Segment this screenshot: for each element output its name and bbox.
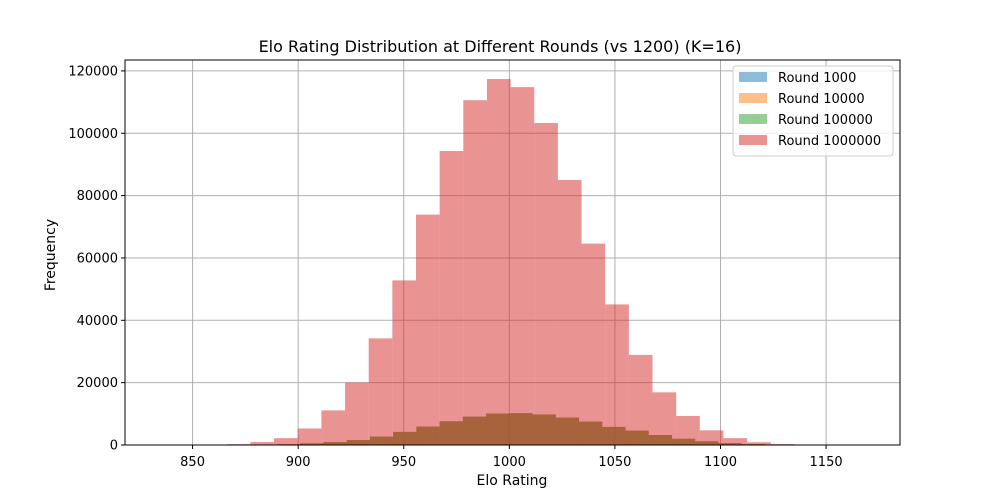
x-tick-label: 950 <box>391 455 416 470</box>
legend-swatch <box>739 72 767 82</box>
histogram-bar <box>605 304 629 445</box>
histogram-bar <box>321 410 345 445</box>
histogram-bar <box>440 151 464 445</box>
y-axis-label: Frequency <box>43 219 59 291</box>
legend-label: Round 1000 <box>778 71 856 86</box>
x-tick-label: 900 <box>286 455 311 470</box>
histogram-bar <box>416 215 440 445</box>
legend-label: Round 10000 <box>778 92 865 107</box>
histogram-bar <box>723 438 747 445</box>
y-tick-label: 60000 <box>77 251 118 266</box>
histogram-bar <box>700 430 724 445</box>
y-tick-label: 120000 <box>68 64 118 79</box>
histogram-bar <box>369 338 393 445</box>
histogram-bar <box>629 355 653 445</box>
histogram-bar <box>534 123 558 445</box>
histogram-bar <box>274 438 298 445</box>
x-tick-label: 1100 <box>704 455 737 470</box>
x-tick-label: 1050 <box>598 455 631 470</box>
histogram-bar <box>582 244 606 445</box>
histogram-bar <box>558 180 582 445</box>
chart-title: Elo Rating Distribution at Different Rou… <box>259 37 742 56</box>
y-tick-label: 20000 <box>77 376 118 391</box>
legend-swatch <box>739 135 767 145</box>
x-tick-label: 1150 <box>810 455 843 470</box>
y-tick-label: 80000 <box>77 189 118 204</box>
histogram-bar <box>298 428 322 445</box>
legend: Round 1000 Round 10000 Round 100000 Round 1… <box>733 66 893 156</box>
histogram-bar <box>392 280 416 445</box>
y-tick-label: 0 <box>110 439 118 454</box>
legend-label: Round 1000000 <box>778 134 881 149</box>
histogram-bar <box>345 383 369 445</box>
x-tick-label: 850 <box>180 455 205 470</box>
x-axis-label: Elo Rating <box>477 473 548 489</box>
y-tick-label: 100000 <box>68 127 118 142</box>
y-tick-label: 40000 <box>77 314 118 329</box>
histogram-bar <box>487 79 511 445</box>
histogram-bar <box>511 87 535 445</box>
histogram-bar <box>463 100 487 445</box>
histogram-bar <box>676 416 700 445</box>
legend-swatch <box>739 93 767 103</box>
legend-label: Round 100000 <box>778 113 873 128</box>
histogram-bar <box>653 392 677 445</box>
legend-swatch <box>739 114 767 124</box>
x-tick-label: 1000 <box>493 455 526 470</box>
